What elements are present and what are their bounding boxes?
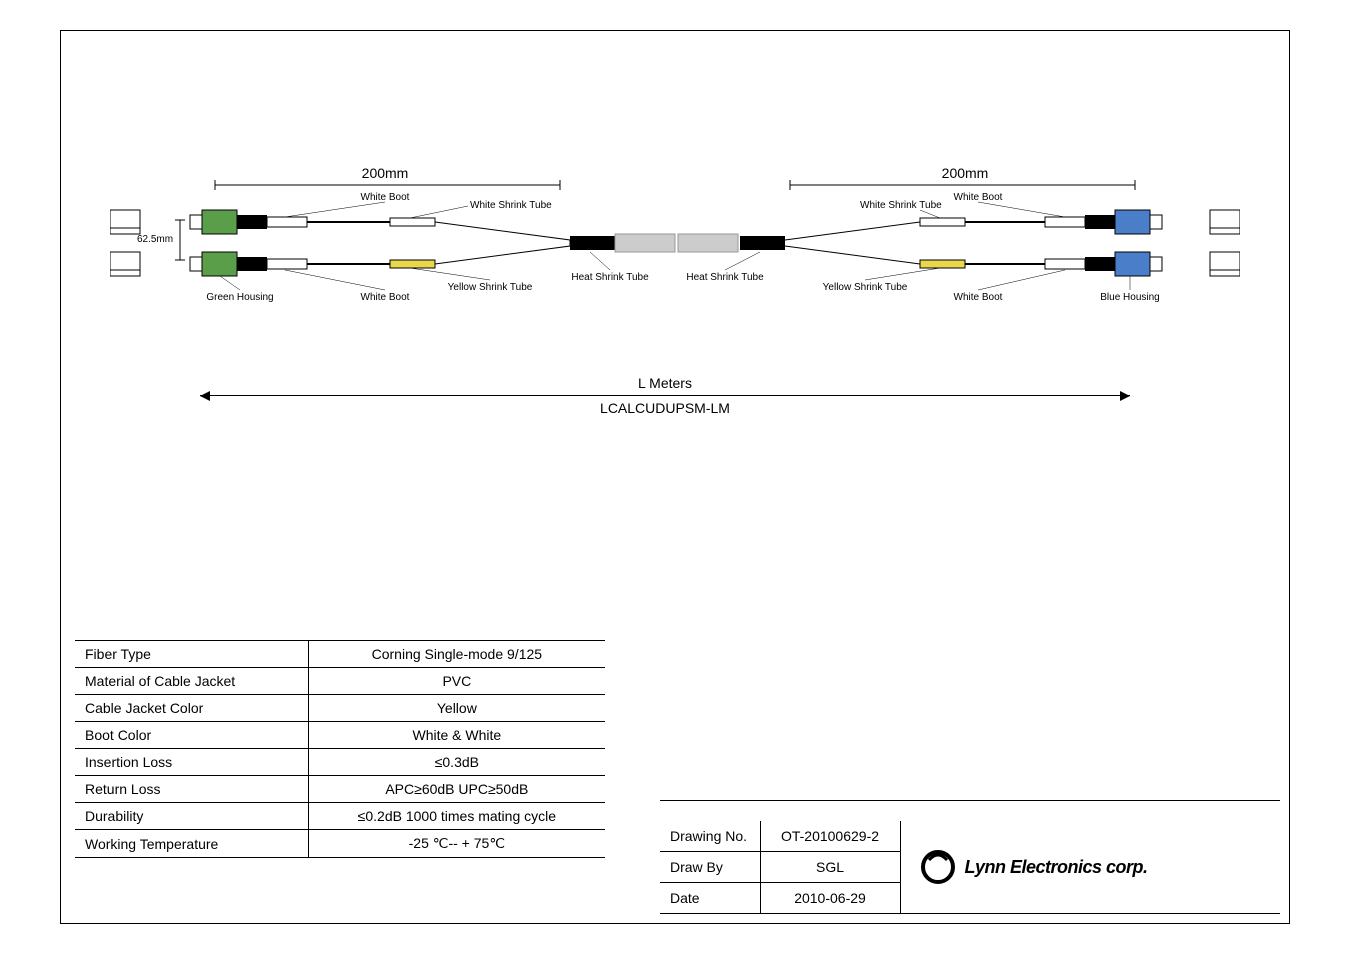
- right-connector-top: [920, 210, 1162, 234]
- spec-val: PVC: [308, 668, 605, 695]
- table-row: Durability≤0.2dB 1000 times mating cycle: [75, 803, 605, 830]
- spec-val: White & White: [308, 722, 605, 749]
- spec-key: Cable Jacket Color: [75, 695, 308, 722]
- table-row: Material of Cable JacketPVC: [75, 668, 605, 695]
- logo-icon: [921, 850, 955, 884]
- dim-gap: 62.5mm: [137, 234, 173, 245]
- tb-key: Drawing No.: [660, 821, 760, 852]
- label-heat-shrink-right: Heat Shrink Tube: [686, 272, 764, 283]
- spec-key: Return Loss: [75, 776, 308, 803]
- label-white-boot-right2: White Boot: [954, 292, 1003, 303]
- label-green-housing: Green Housing: [206, 292, 273, 303]
- tb-val: SGL: [760, 852, 900, 883]
- label-blue-housing: Blue Housing: [1100, 292, 1159, 303]
- company-logo-cell: Lynn Electronics corp.: [900, 821, 1280, 914]
- spec-val: Yellow: [308, 695, 605, 722]
- tb-val: 2010-06-29: [760, 883, 900, 914]
- table-row: Insertion Loss≤0.3dB: [75, 749, 605, 776]
- dim-left: 200mm: [362, 165, 409, 181]
- label-white-boot-left: White Boot: [361, 192, 410, 203]
- label-white-shrink-right: White Shrink Tube: [860, 200, 942, 211]
- part-number: LCALCUDUPSM-LM: [200, 400, 1130, 416]
- label-yellow-shrink-left: Yellow Shrink Tube: [448, 282, 533, 293]
- label-white-boot-left2: White Boot: [361, 292, 410, 303]
- title-block: Drawing No. OT-20100629-2 Lynn Electroni…: [660, 800, 1280, 914]
- label-white-boot-right: White Boot: [954, 192, 1003, 203]
- label-heat-shrink-left: Heat Shrink Tube: [571, 272, 649, 283]
- length-arrow: [200, 395, 1130, 396]
- table-row: Fiber TypeCorning Single-mode 9/125: [75, 641, 605, 668]
- tb-key: Date: [660, 883, 760, 914]
- table-row: Working Temperature-25 ℃-- + 75℃: [75, 830, 605, 858]
- spec-val: ≤0.2dB 1000 times mating cycle: [308, 803, 605, 830]
- spec-key: Durability: [75, 803, 308, 830]
- length-label: L Meters: [200, 375, 1130, 391]
- spec-key: Fiber Type: [75, 641, 308, 668]
- left-connector-bot: [190, 252, 435, 276]
- cable-length-block: L Meters LCALCUDUPSM-LM: [200, 375, 1130, 416]
- right-connector-bot: [920, 252, 1162, 276]
- table-row: Boot ColorWhite & White: [75, 722, 605, 749]
- left-connector-top: [190, 210, 435, 234]
- label-white-shrink-left: White Shrink Tube: [470, 200, 552, 211]
- spec-key: Material of Cable Jacket: [75, 668, 308, 695]
- table-row: Return LossAPC≥60dB UPC≥50dB: [75, 776, 605, 803]
- label-yellow-shrink-right: Yellow Shrink Tube: [823, 282, 908, 293]
- table-row: Drawing No. OT-20100629-2 Lynn Electroni…: [660, 821, 1280, 852]
- spec-val: ≤0.3dB: [308, 749, 605, 776]
- spec-val: APC≥60dB UPC≥50dB: [308, 776, 605, 803]
- company-name: Lynn Electronics corp.: [965, 857, 1148, 878]
- tb-val: OT-20100629-2: [760, 821, 900, 852]
- table-row: Cable Jacket ColorYellow: [75, 695, 605, 722]
- cable-diagram: 200mm 200mm 62.5mm: [110, 160, 1240, 360]
- spec-key: Working Temperature: [75, 830, 308, 858]
- spec-val: Corning Single-mode 9/125: [308, 641, 605, 668]
- tb-key: Draw By: [660, 852, 760, 883]
- dim-right: 200mm: [942, 165, 989, 181]
- spec-val: -25 ℃-- + 75℃: [308, 830, 605, 858]
- spec-key: Boot Color: [75, 722, 308, 749]
- spec-key: Insertion Loss: [75, 749, 308, 776]
- specs-table: Fiber TypeCorning Single-mode 9/125 Mate…: [75, 640, 605, 858]
